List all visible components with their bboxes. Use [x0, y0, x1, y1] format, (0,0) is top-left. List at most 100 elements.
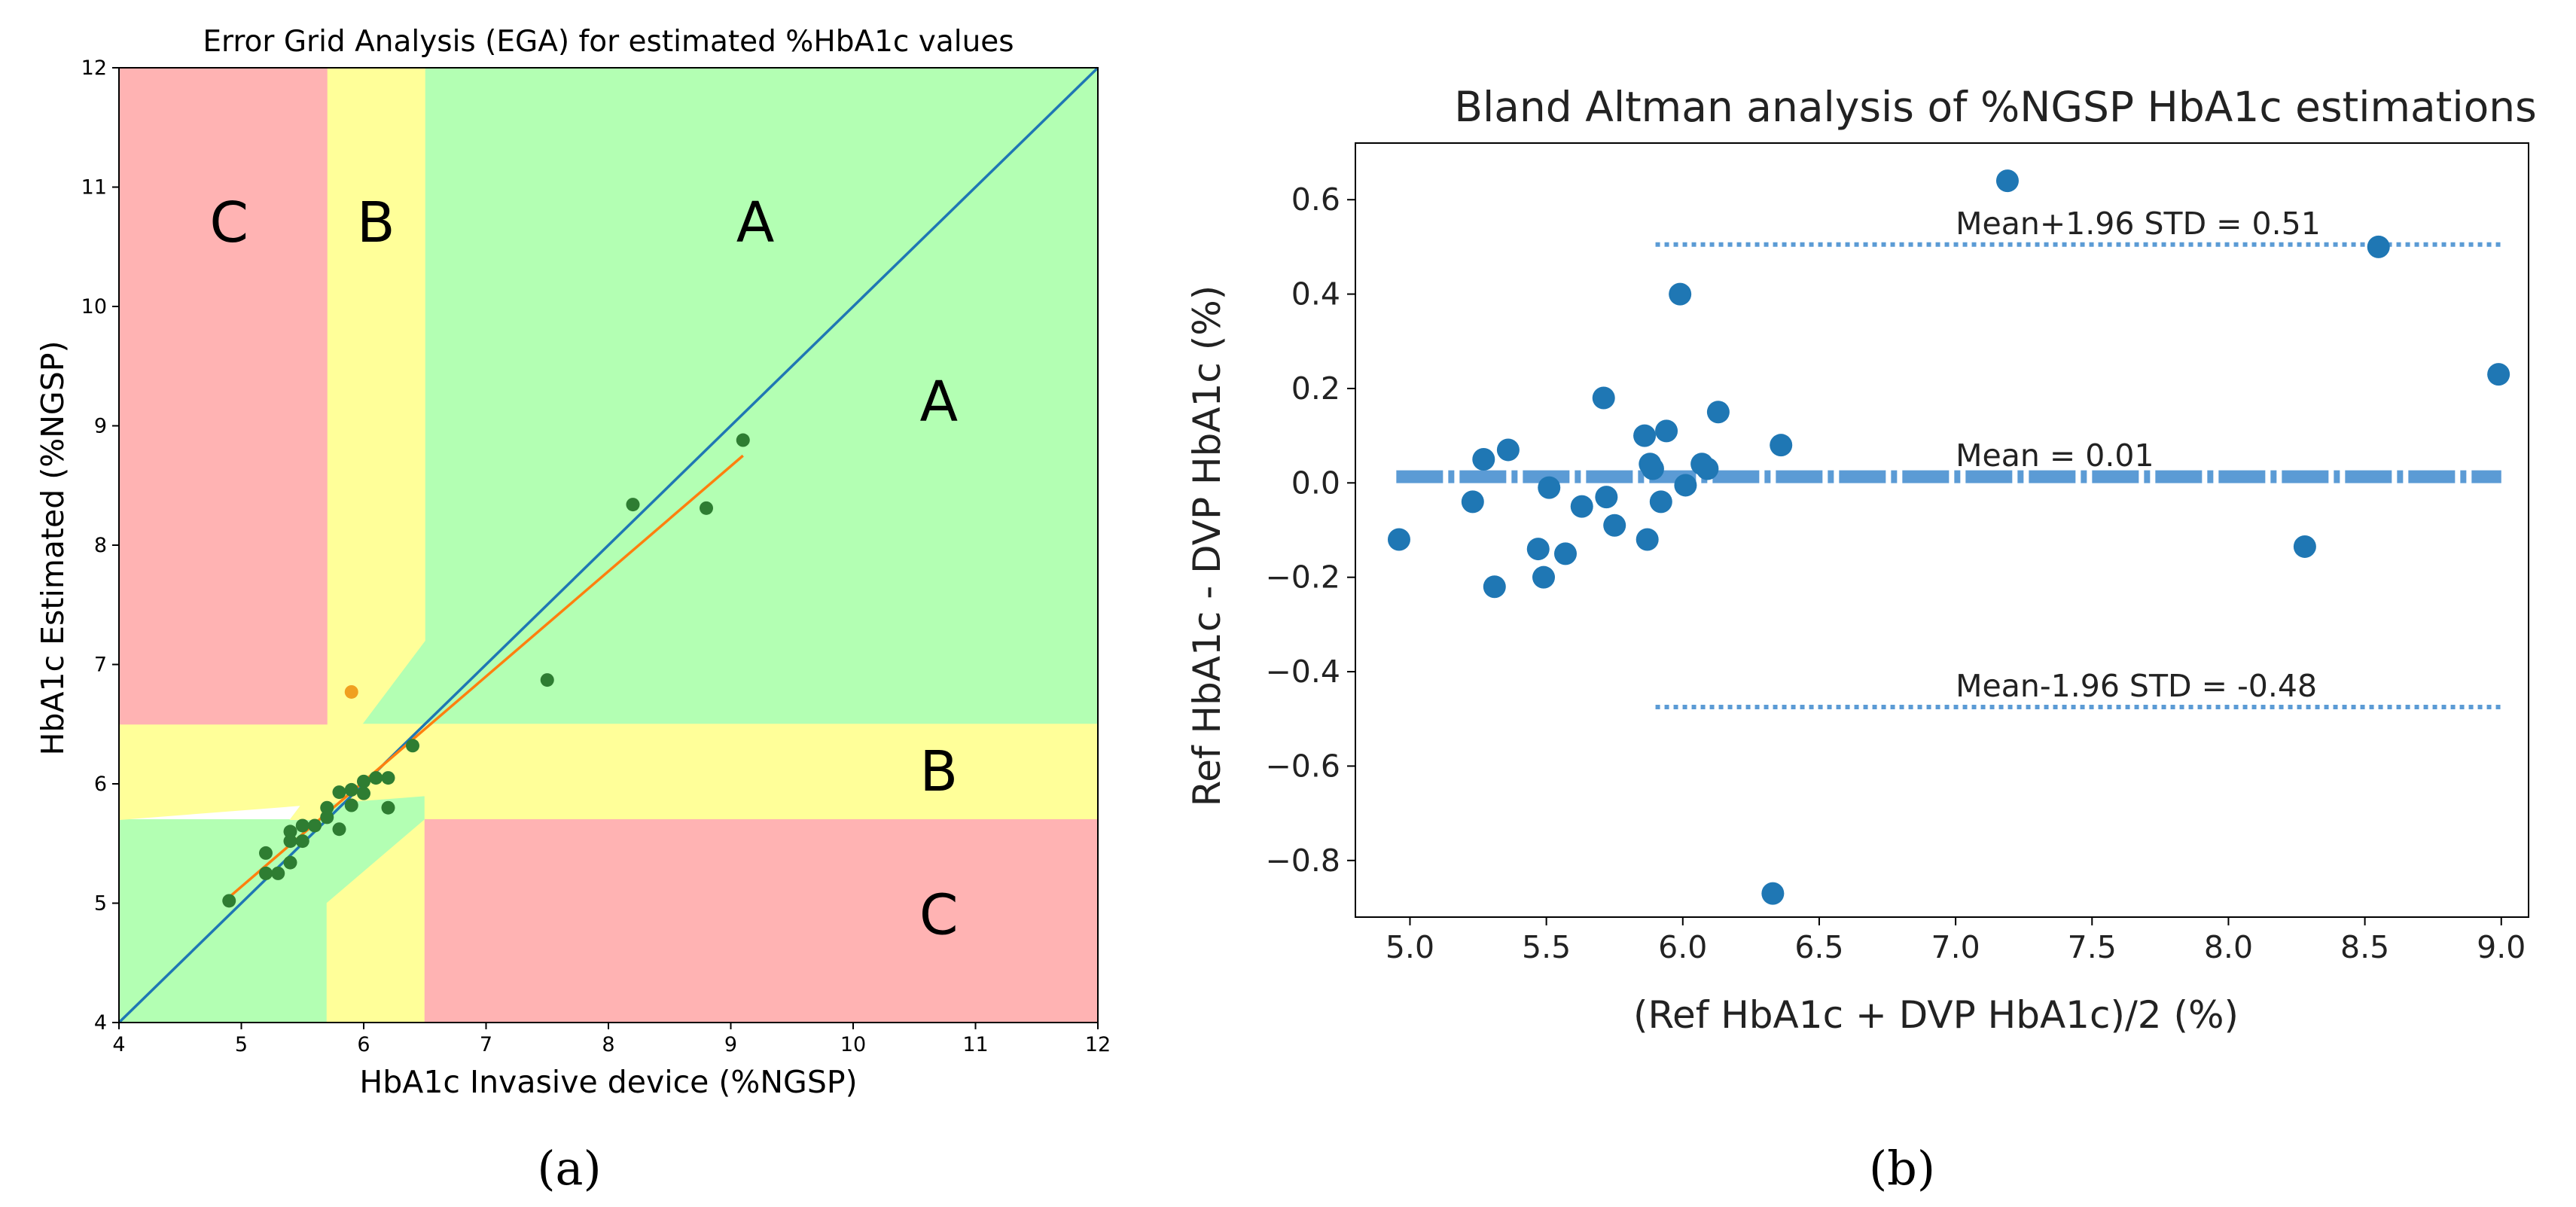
ba-data-point [1538, 476, 1561, 499]
ba-data-point [1570, 495, 1593, 518]
ega-data-point [357, 786, 370, 800]
x-tick-label: 9.0 [2477, 929, 2526, 965]
ega-data-point [736, 433, 750, 447]
y-tick-label: 8 [94, 534, 107, 557]
zone-c-upper-left [118, 67, 328, 725]
ega-data-point [222, 894, 236, 908]
y-tick-label: 0.2 [1291, 370, 1340, 407]
ega-data-point [283, 824, 297, 839]
ega-data-point [406, 739, 419, 753]
ega-data-point [308, 818, 322, 833]
ba-data-point [1461, 490, 1484, 514]
x-tick-label: 5 [235, 1033, 248, 1056]
ega-points [222, 433, 750, 908]
y-tick-label: −0.4 [1265, 654, 1340, 690]
x-tick-label: 4 [112, 1033, 125, 1056]
ega-data-point [344, 798, 358, 812]
identity-line [117, 66, 1099, 1024]
ba-data-point [1633, 424, 1657, 447]
ega-y-axis-label: HbA1c Estimated (%NGSP) [35, 341, 71, 756]
ba-data-point [1995, 169, 2019, 193]
zone-label: B [919, 739, 958, 804]
x-tick-label: 6 [357, 1033, 370, 1056]
ba-data-point [1649, 490, 1672, 514]
ba-data-point [1641, 457, 1664, 480]
ega-data-point [344, 782, 358, 797]
ega-chart: Error Grid Analysis (EGA) for estimated … [35, 25, 1111, 1100]
ba-data-point [2293, 535, 2316, 558]
ega-data-point [259, 846, 273, 860]
ba-data-point [1761, 882, 1785, 905]
ega-data-point [381, 771, 395, 785]
ega-data-point [320, 810, 334, 824]
ba-data-point [1387, 528, 1410, 551]
ega-data-point [283, 834, 297, 849]
x-tick-label: 6.5 [1794, 929, 1843, 965]
zone-label: C [919, 882, 959, 947]
x-tick-label: 8.5 [2340, 929, 2389, 965]
x-tick-label: 5.0 [1386, 929, 1434, 965]
x-tick-label: 7.5 [2068, 929, 2117, 965]
x-tick-label: 8.0 [2204, 929, 2253, 965]
ega-data-point [320, 800, 334, 815]
x-tick-label: 12 [1085, 1033, 1111, 1056]
zone-label: A [736, 190, 775, 255]
x-tick-label: 6.0 [1658, 929, 1707, 965]
ega-data-point [295, 818, 309, 833]
zone-label: B [357, 190, 395, 255]
zone-label: C [209, 190, 248, 255]
ba-data-point [1526, 538, 1550, 561]
zone-c-lower-right [424, 819, 1099, 1023]
ba-data-point [1669, 282, 1692, 306]
ba-data-point [1636, 528, 1659, 551]
ega-outlier-point [344, 684, 358, 699]
ba-data-point [2487, 363, 2510, 386]
zone-label: A [919, 370, 958, 434]
ega-title: Error Grid Analysis (EGA) for estimated … [203, 25, 1014, 59]
y-tick-label: 9 [94, 415, 107, 438]
ega-data-point [357, 774, 370, 788]
ba-data-point [1595, 486, 1618, 509]
x-tick-label: 7.0 [1931, 929, 1980, 965]
ba-data-point [2367, 235, 2390, 258]
ega-data-point [332, 785, 346, 800]
ega-x-axis-label: HbA1c Invasive device (%NGSP) [359, 1064, 857, 1100]
y-tick-label: −0.6 [1265, 748, 1340, 784]
y-tick-label: 6 [94, 773, 107, 796]
ba-x-axis-label: (Ref HbA1c + DVP HbA1c)/2 (%) [1633, 993, 2239, 1037]
y-tick-label: 0.6 [1291, 181, 1340, 218]
y-tick-label: −0.8 [1265, 843, 1340, 879]
y-tick-label: 5 [94, 892, 107, 916]
y-tick-label: 10 [81, 295, 107, 319]
y-tick-label: 4 [94, 1011, 107, 1035]
lower-line-label: Mean-1.96 STD = -0.48 [1956, 668, 2317, 704]
ba-data-point [1472, 447, 1495, 471]
x-tick-label: 5.5 [1522, 929, 1571, 965]
ega-data-point [540, 673, 554, 687]
bland-altman-chart: Bland Altman analysis of %NGSP HbA1c est… [1185, 83, 2537, 1037]
ega-data-point [381, 800, 395, 815]
ba-data-point [1592, 386, 1615, 410]
ba-x-axis-ticks: 5.0 5.5 6.0 6.5 7.0 7.5 8.0 8.5 9.0 [1386, 917, 2526, 965]
ega-data-point [259, 866, 273, 880]
ba-y-axis-label: Ref HbA1c - DVP HbA1c (%) [1185, 285, 1229, 807]
y-tick-label: 11 [81, 176, 107, 200]
ba-data-point [1770, 434, 1793, 457]
y-tick-label: 12 [81, 56, 107, 80]
ba-title: Bland Altman analysis of %NGSP HbA1c est… [1454, 83, 2537, 131]
ba-data-point [1706, 401, 1730, 424]
ega-data-point [332, 822, 346, 837]
mean-line-label: Mean = 0.01 [1956, 437, 2154, 474]
ba-data-point [1655, 419, 1678, 443]
ega-x-axis-ticks: 4 5 6 7 8 9 10 11 12 [112, 1023, 1111, 1056]
y-tick-label: 0.4 [1291, 276, 1340, 312]
ba-data-point [1532, 565, 1556, 589]
ega-data-point [283, 855, 297, 870]
x-tick-label: 7 [480, 1033, 492, 1056]
ega-data-point [626, 498, 640, 512]
ega-zone-labels: C B A A B C [209, 190, 958, 947]
y-tick-label: −0.2 [1265, 559, 1340, 596]
ba-plot-frame [1355, 142, 2529, 918]
ega-y-axis-ticks: 4 5 6 7 8 9 10 11 12 [81, 56, 119, 1035]
